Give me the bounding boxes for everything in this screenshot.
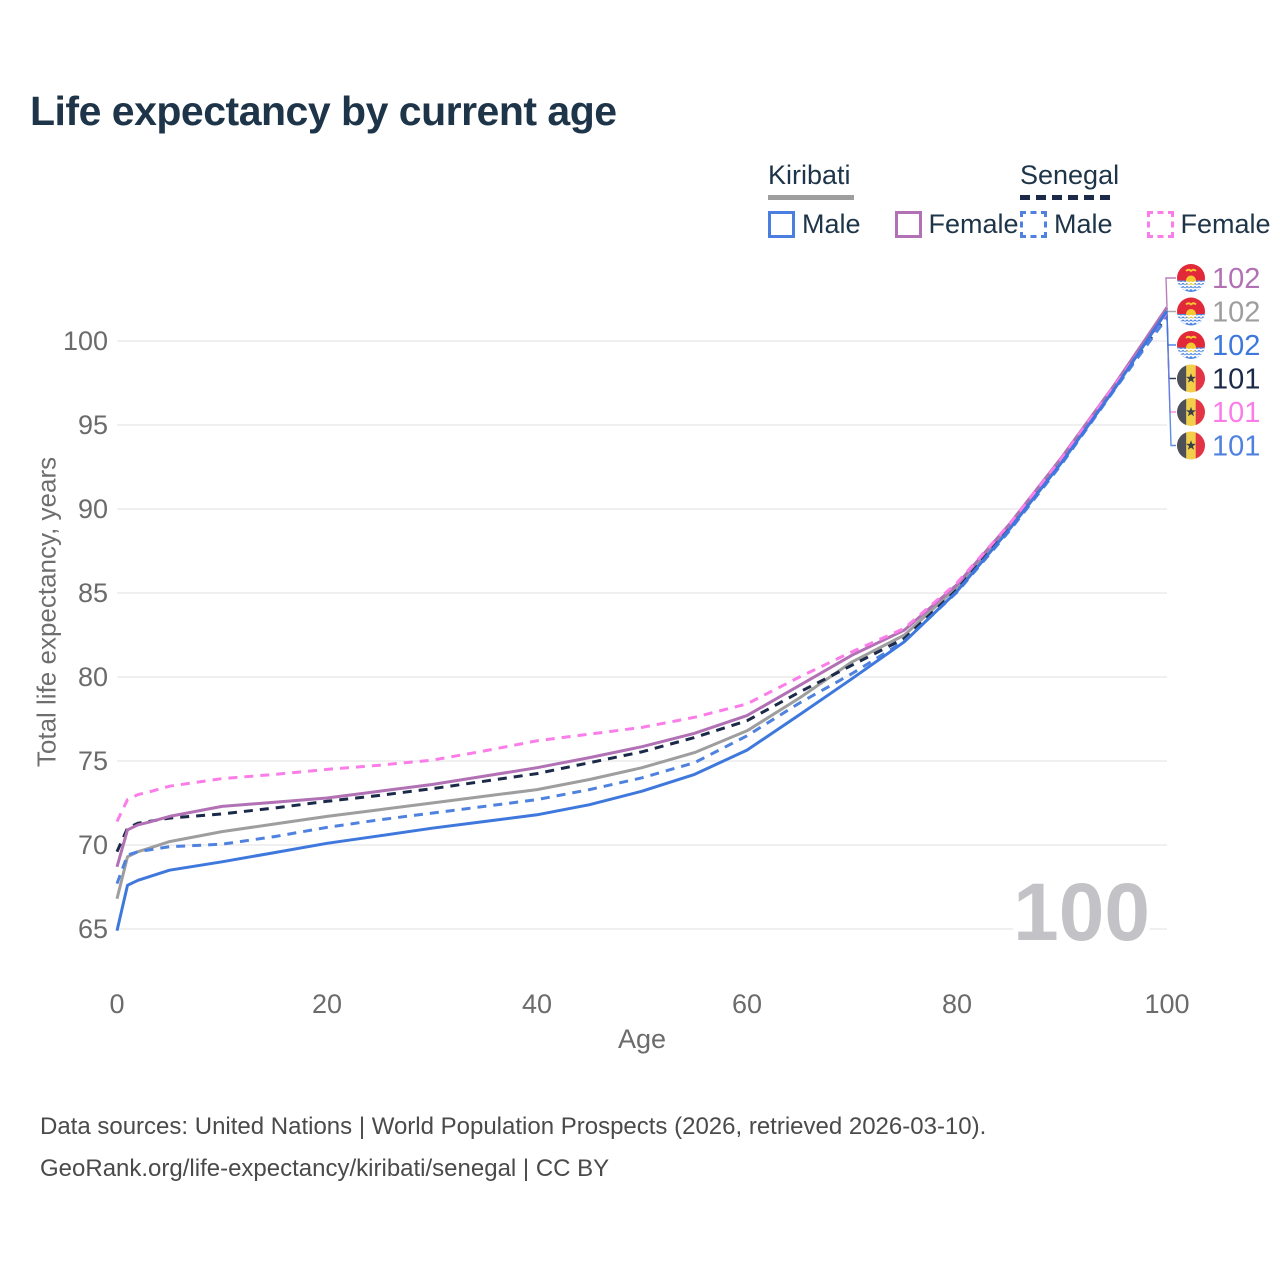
end-value-label-kiribati-male: 102 [1212,330,1260,362]
x-axis-title: Age [618,1024,666,1054]
legend-item-kiribati-male[interactable]: Male [768,209,861,240]
senegal-female-swatch-icon [1146,211,1174,238]
footer: Data sources: United Nations | World Pop… [40,1106,986,1190]
kiribati-line-style-swatch-icon [768,195,854,200]
y-tick-85: 85 [78,578,108,608]
senegal-line-style-swatch-icon [1020,195,1110,200]
legend-country-senegal[interactable]: Senegal [1020,160,1271,200]
leader-line-senegal-male [1166,317,1176,447]
x-tick-0: 0 [109,989,124,1019]
flag-kiribati-icon [1177,331,1205,359]
legend-country-kiribati[interactable]: Kiribati [768,160,1019,200]
legend-item-senegal-female[interactable]: Female [1146,209,1271,240]
legend-label-senegal-male: Male [1054,209,1113,239]
legend-group-senegal: Senegal Male Female [1020,160,1271,240]
legend-items-kiribati: Male Female [768,209,1019,240]
legend-country-senegal-label: Senegal [1020,160,1120,190]
leader-line-kiribati-both-sexes [1166,309,1176,313]
footer-data-sources: Data sources: United Nations | World Pop… [40,1113,987,1140]
y-tick-95: 95 [78,410,108,440]
legend-item-kiribati-female[interactable]: Female [894,209,1019,240]
leader-line-kiribati-male [1166,310,1176,346]
flag-senegal-icon [1177,431,1205,460]
x-tick-80: 80 [942,989,972,1019]
line-kiribati-both-sexes[interactable] [115,308,1169,900]
legend-label-kiribati-male: Male [802,209,861,239]
x-tick-20: 20 [312,989,342,1019]
leader-line-kiribati-female [1165,277,1176,308]
footer-source-url: GeoRank.org/life-expectancy/kiribati/sen… [40,1155,610,1182]
x-tick-100: 100 [1144,989,1189,1019]
senegal-male-swatch-icon [1020,211,1047,238]
kiribati-female-swatch-icon [894,211,922,238]
flag-senegal-icon [1177,398,1205,426]
y-tick-90: 90 [78,494,108,524]
y-tick-70: 70 [78,830,108,860]
flag-senegal-icon [1177,364,1205,393]
line-senegal-female[interactable] [115,313,1169,823]
y-tick-100: 100 [63,326,108,356]
y-tick-75: 75 [78,746,108,776]
line-senegal-both-sexes[interactable] [115,314,1169,853]
x-tick-40: 40 [522,989,552,1019]
legend-group-kiribati: Kiribati Male Female [768,160,1019,240]
legend-label-kiribati-female: Female [928,209,1019,239]
legend-label-senegal-female: Female [1180,209,1271,239]
end-value-label-senegal-male: 101 [1212,431,1260,463]
legend-item-senegal-male[interactable]: Male [1020,209,1113,240]
y-tick-80: 80 [78,662,108,692]
y-tick-65: 65 [78,914,108,944]
page-title: Life expectancy by current age [30,88,617,134]
kiribati-male-swatch-icon [768,211,795,238]
end-value-label-senegal-female: 101 [1212,397,1260,429]
line-kiribati-male[interactable] [115,309,1169,932]
line-senegal-male[interactable] [115,316,1169,885]
legend-items-senegal: Male Female [1020,209,1271,240]
line-kiribati-female[interactable] [115,306,1169,868]
end-value-label-senegal-both-sexes: 101 [1212,364,1260,396]
age-watermark: 100 [1013,867,1150,958]
end-value-label-kiribati-both-sexes: 102 [1212,297,1260,329]
flag-kiribati-icon [1177,297,1205,326]
x-tick-60: 60 [732,989,762,1019]
end-value-label-kiribati-female: 102 [1212,263,1260,295]
legend-country-kiribati-label: Kiribati [768,160,851,190]
flag-kiribati-icon [1177,264,1205,292]
